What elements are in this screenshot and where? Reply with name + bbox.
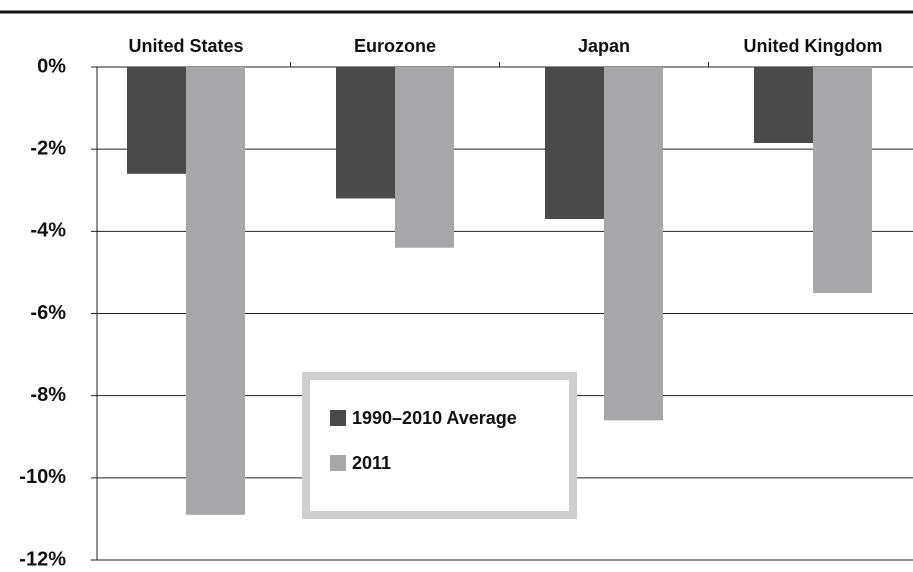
bar bbox=[336, 67, 395, 199]
y-tick-label: -8% bbox=[30, 384, 66, 406]
y-tick-label: -12% bbox=[19, 548, 66, 570]
bar bbox=[754, 67, 813, 144]
y-tick-label: 0% bbox=[37, 55, 66, 77]
y-tick-label: -4% bbox=[30, 220, 66, 242]
bar bbox=[813, 67, 872, 293]
bar bbox=[395, 67, 454, 248]
bar bbox=[127, 67, 186, 174]
bar bbox=[604, 67, 663, 421]
x-tick-label: United States bbox=[128, 36, 243, 56]
y-tick-label: -10% bbox=[19, 466, 66, 488]
x-tick-label: Japan bbox=[578, 36, 630, 56]
y-tick-label: -6% bbox=[30, 302, 66, 324]
bar bbox=[186, 67, 245, 515]
legend-swatch bbox=[330, 455, 346, 471]
y-tick-label: -2% bbox=[30, 137, 66, 159]
x-tick-label: Eurozone bbox=[354, 36, 436, 56]
legend-label: 1990–2010 Average bbox=[352, 408, 517, 428]
legend-box bbox=[302, 372, 577, 519]
legend-label: 2011 bbox=[352, 453, 391, 473]
legend-swatch bbox=[330, 410, 346, 426]
bar bbox=[545, 67, 604, 220]
x-tick-label: United Kingdom bbox=[744, 36, 883, 56]
